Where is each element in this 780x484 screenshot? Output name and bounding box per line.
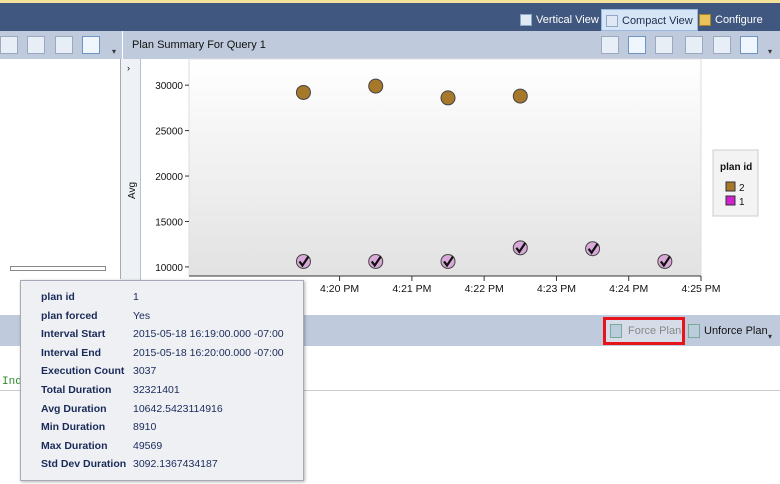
data-point-plan-2 [295, 84, 311, 100]
grid-view-icon[interactable] [713, 36, 731, 54]
legend-swatch [725, 195, 736, 206]
y-tick-label: 30000 [155, 81, 183, 92]
forced-check-icon [298, 255, 310, 268]
tooltip-value: 2015-05-18 16:19:00.000 -07:00 [133, 328, 284, 341]
compact-view-label: Compact View [622, 15, 693, 27]
force-plan-label: Force Plan [628, 325, 682, 337]
unforce-plan-icon [688, 324, 700, 338]
data-point-plan-2 [512, 88, 528, 104]
expand-chevron-icon[interactable]: › [127, 63, 130, 73]
compact-view-icon [606, 15, 618, 27]
plan-tooltip: plan id 1 plan forced Yes Interval Start 2015… [20, 280, 304, 481]
splitter[interactable]: › [121, 59, 141, 315]
tooltip-key: Interval Start [41, 328, 106, 341]
tooltip-key: Max Duration [41, 439, 108, 452]
chart-view-icon[interactable] [740, 36, 758, 54]
tooltip-key: Avg Duration [41, 402, 107, 415]
tooltip-value: 3037 [133, 365, 157, 378]
plan-summary-chart: 10000 15000 20000 25000 30000 4:20 PM 4:21 PM 4… [127, 58, 759, 295]
legend-swatch [725, 181, 736, 192]
vertical-view-button[interactable]: Vertical View [516, 9, 603, 31]
tooltip-key: Total Duration [41, 384, 112, 396]
tooltip-key: Execution Count [41, 365, 125, 378]
compare-plans-icon[interactable] [685, 36, 703, 54]
x-tick-label: 4:24 PM [609, 283, 648, 295]
y-tick-label: 15000 [155, 217, 183, 228]
grid-icon[interactable] [27, 36, 45, 54]
compact-view-button[interactable]: Compact View [601, 9, 698, 31]
y-tick-label: 25000 [155, 127, 183, 138]
legend-label: 1 [739, 197, 745, 208]
chart-toolbar: Plan Summary For Query 1 ▾ [123, 31, 780, 59]
overflow-icon[interactable]: ▾ [768, 332, 773, 341]
forced-check-icon [515, 242, 527, 254]
chart-title: Plan Summary For Query 1 [132, 39, 266, 51]
data-point-plan-2 [368, 78, 384, 94]
forced-check-icon [659, 255, 671, 268]
legend-title: plan id [720, 162, 752, 173]
force-plan-button[interactable]: Force Plan [603, 317, 685, 345]
x-tick-label: 4:21 PM [392, 283, 431, 295]
tooltip-value: 32321401 [133, 384, 180, 396]
code-text: Ind [2, 376, 22, 388]
tooltip-key: Min Duration [41, 421, 106, 434]
view-query-icon[interactable] [0, 36, 18, 54]
overflow-icon[interactable]: ▾ [768, 47, 773, 56]
tooltip-value: 3092.1367434187 [133, 458, 218, 471]
tooltip-value: 1 [133, 291, 139, 303]
tooltip-key: Interval End [41, 346, 102, 359]
legend-label: 2 [739, 183, 745, 194]
tooltip-value: Yes [133, 309, 151, 322]
forced-check-icon [443, 255, 454, 268]
x-tick-label: 4:20 PM [320, 283, 359, 295]
force-plan-icon [610, 324, 622, 338]
gear-icon [699, 14, 711, 26]
vertical-view-label: Vertical View [536, 14, 599, 26]
left-pane [0, 59, 121, 279]
tooltip-value: 2015-05-18 16:20:00.000 -07:00 [133, 346, 284, 359]
vertical-view-icon [520, 14, 532, 26]
divider [0, 390, 780, 391]
force-plan-icon[interactable] [628, 36, 646, 54]
x-tick-label: 4:25 PM [681, 283, 720, 295]
unforce-plan-icon[interactable] [655, 36, 673, 54]
overflow-icon[interactable]: ▾ [112, 47, 117, 56]
y-axis-label: Avg [127, 182, 138, 199]
forced-check-icon [587, 243, 599, 255]
x-tick-label: 4:23 PM [537, 283, 576, 295]
data-point-plan-2 [440, 90, 456, 106]
forced-check-icon [370, 255, 382, 268]
tooltip-key: plan id [41, 291, 75, 303]
refresh-icon[interactable] [601, 36, 619, 54]
y-tick-label: 10000 [155, 263, 183, 274]
grid-detail-icon[interactable] [55, 36, 73, 54]
tooltip-key: Std Dev Duration [41, 458, 127, 471]
y-tick-label: 20000 [155, 172, 183, 183]
configure-button[interactable]: Configure [695, 9, 767, 31]
x-tick-label: 4:22 PM [465, 283, 504, 295]
tooltip-value: 8910 [133, 421, 157, 434]
tooltip-key: plan forced [41, 309, 98, 322]
tooltip-value: 10642.5423114916 [133, 402, 223, 415]
configure-label: Configure [715, 14, 763, 26]
left-toolbar: ▾ [0, 31, 122, 59]
unforce-plan-button[interactable]: Unforce Plan [686, 320, 768, 342]
scrollbar[interactable] [10, 266, 106, 271]
bar-chart-icon[interactable] [82, 36, 100, 54]
top-toolbar: Vertical View Compact View Configure [0, 0, 780, 31]
chart-area: 10000 15000 20000 25000 30000 4:20 PM 4:21 PM 4… [127, 58, 780, 315]
tooltip-value: 49569 [133, 439, 163, 452]
unforce-plan-label: Unforce Plan [704, 325, 768, 337]
